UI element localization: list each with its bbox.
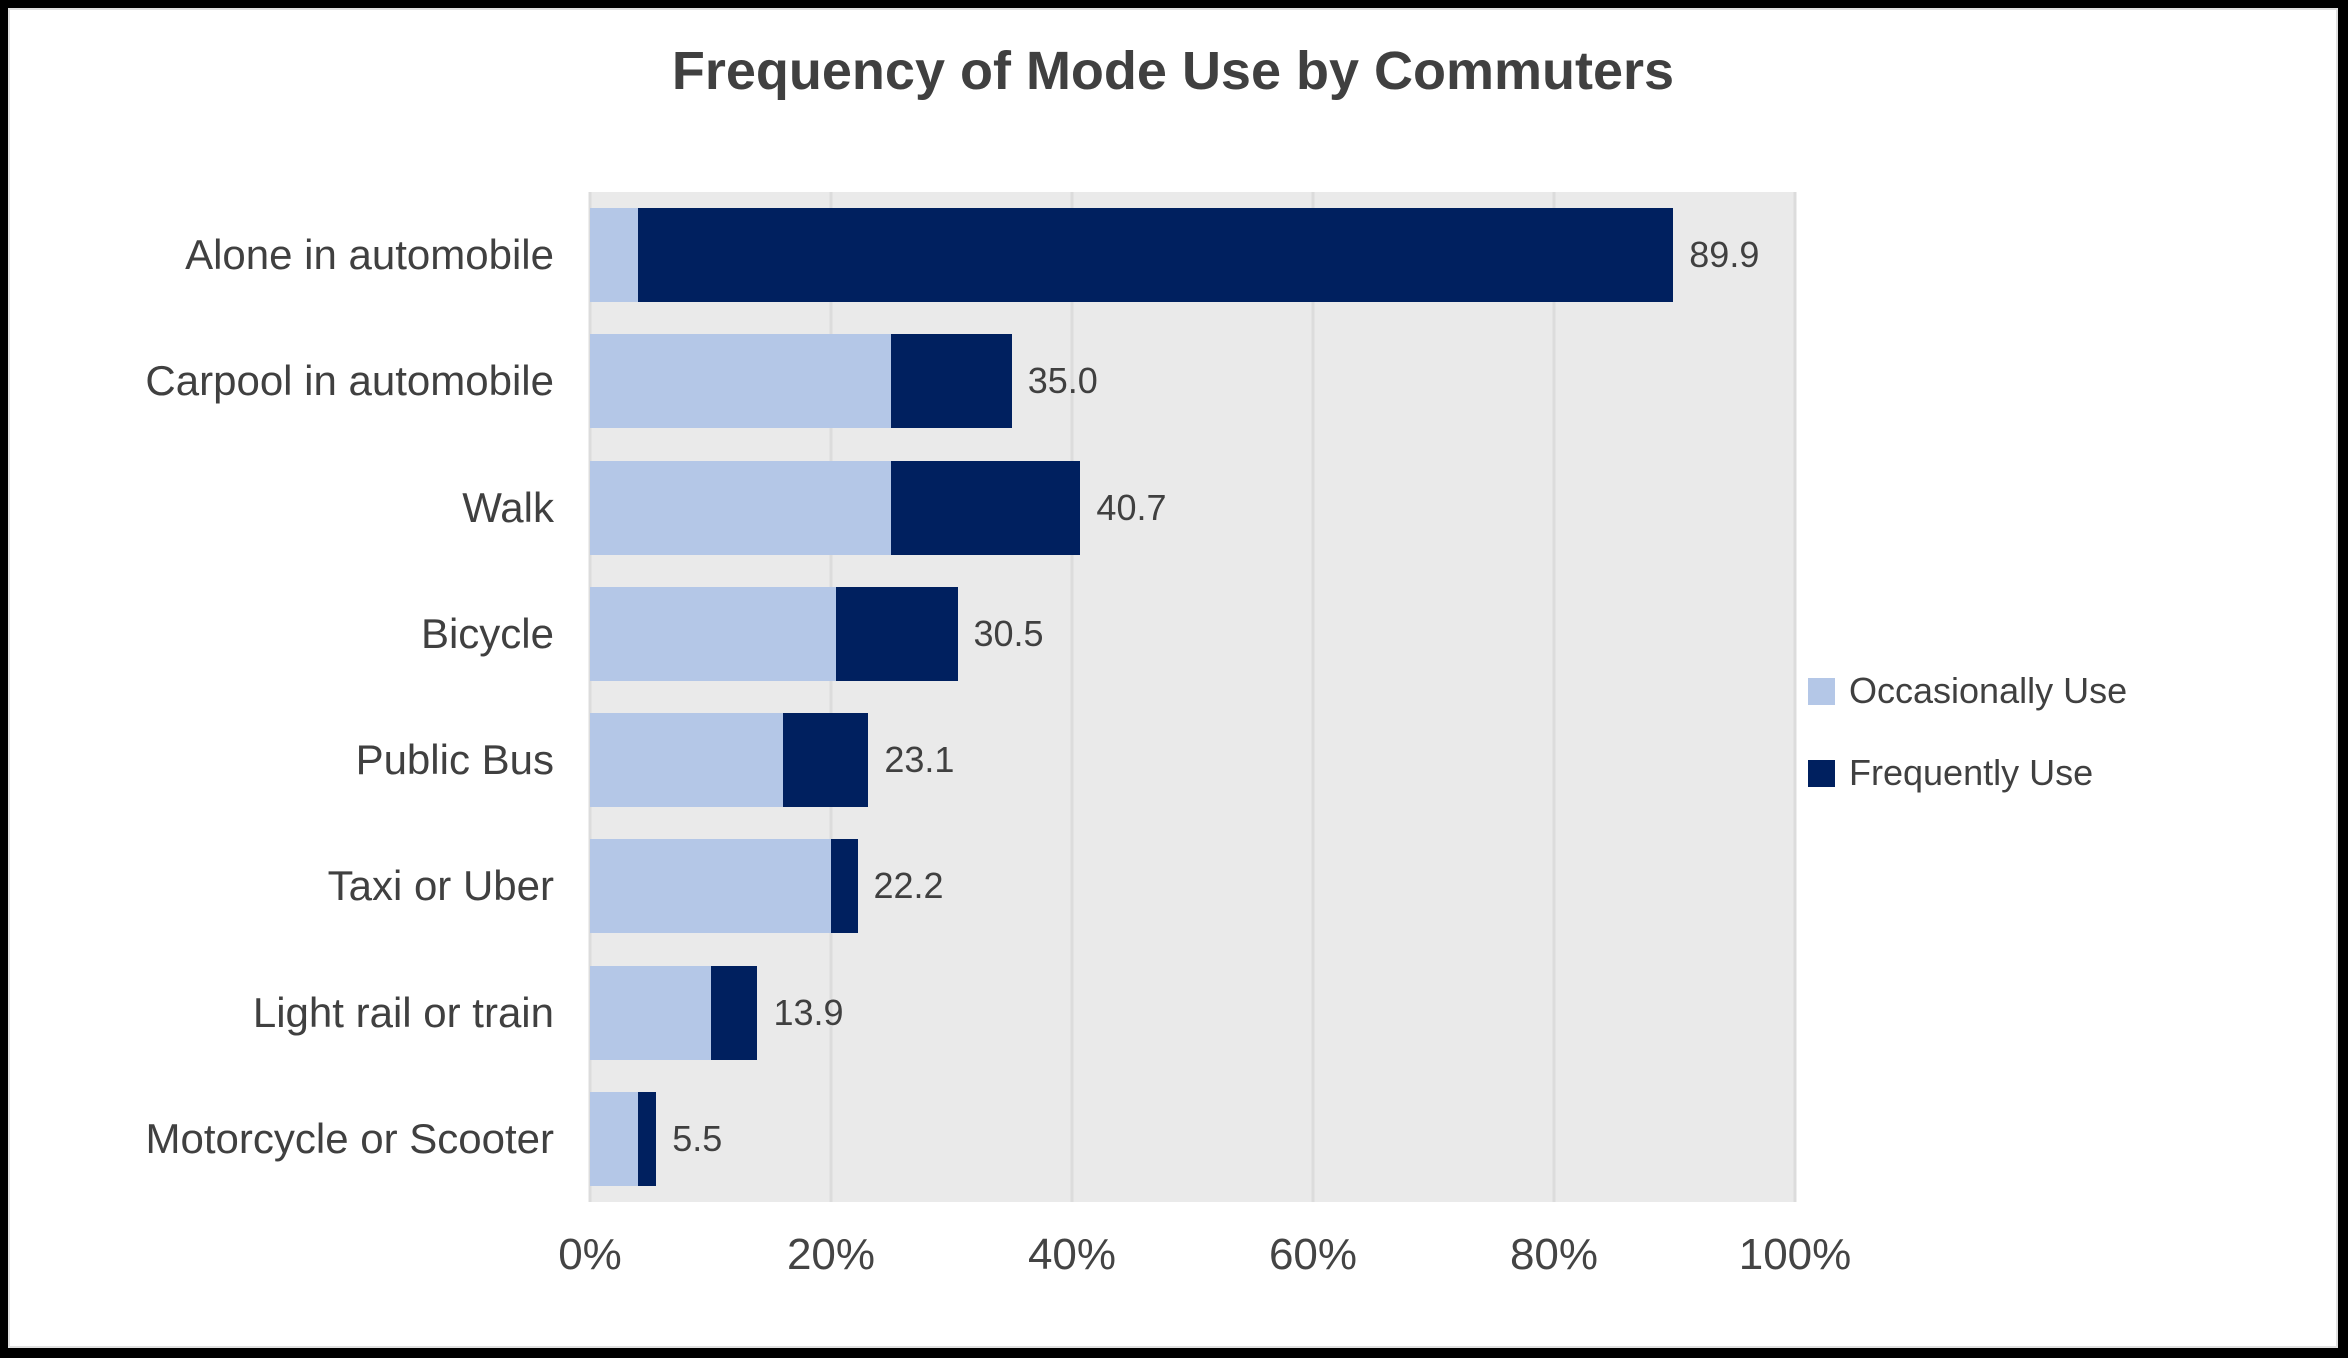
bar-segment-frequently-use [782, 713, 869, 808]
chart-canvas: Frequency of Mode Use by Commuters Alone… [8, 8, 2338, 1348]
legend-item: Frequently Use [1808, 752, 2127, 794]
bar-segment-occasionally-use [590, 460, 892, 555]
bar-segment-frequently-use [710, 965, 758, 1060]
category-label: Motorcycle or Scooter [145, 1114, 554, 1162]
gridline [1793, 192, 1797, 1202]
bar-row: 30.5 [590, 571, 1795, 697]
bar-segment-occasionally-use [590, 334, 892, 429]
value-label: 22.2 [873, 865, 944, 907]
stacked-bar [590, 460, 1795, 555]
chart-title: Frequency of Mode Use by Commuters [671, 41, 1675, 101]
category-label: Light rail or train [252, 988, 554, 1036]
gridline [1552, 192, 1556, 1202]
stacked-bar [590, 713, 1795, 808]
bar-segment-frequently-use [831, 839, 858, 934]
legend-label: Occasionally Use [1849, 670, 2128, 711]
gridline [1070, 192, 1074, 1202]
value-label: 13.9 [773, 991, 844, 1033]
stacked-bar [590, 334, 1795, 429]
bar-segment-occasionally-use [590, 208, 639, 303]
value-label: 30.5 [973, 612, 1044, 654]
bar-segment-occasionally-use [590, 839, 831, 934]
bar-segment-occasionally-use [590, 1091, 639, 1186]
value-label: 35.0 [1027, 360, 1098, 402]
bar-row: 22.2 [590, 823, 1795, 949]
stacked-bar [590, 839, 1795, 934]
x-axis-tick-label: 0% [558, 1230, 622, 1279]
plot-area: 89.9 35.0 40.7 30.5 23.1 22.2 13.9 5.5 [588, 192, 1797, 1202]
bar-segment-frequently-use [638, 1091, 657, 1186]
gridline [829, 192, 833, 1202]
category-label: Alone in automobile [185, 231, 554, 279]
bar-row: 23.1 [590, 697, 1795, 823]
gridline [1311, 192, 1315, 1202]
x-axis-tick-label: 40% [1027, 1230, 1117, 1279]
stacked-bar [590, 965, 1795, 1060]
stacked-bar [590, 1091, 1795, 1186]
bar-row: 40.7 [590, 445, 1795, 571]
category-label: Walk [462, 483, 554, 531]
bar-segment-frequently-use [891, 334, 1012, 429]
stacked-bar [590, 586, 1795, 681]
bar-row: 35.0 [590, 318, 1795, 444]
legend-item: Occasionally Use [1808, 670, 2127, 712]
x-axis-tick-label: 60% [1268, 1230, 1358, 1279]
bar-segment-occasionally-use [590, 713, 783, 808]
x-axis-tick-label: 20% [786, 1230, 876, 1279]
x-axis-tick-label: 80% [1509, 1230, 1599, 1279]
bar-segment-frequently-use [891, 460, 1081, 555]
category-label: Public Bus [355, 736, 554, 784]
bar-row: 89.9 [590, 192, 1795, 318]
value-label: 5.5 [672, 1117, 723, 1159]
stacked-bar [590, 208, 1795, 303]
legend-swatch-occasionally [1808, 677, 1835, 705]
legend-label: Frequently Use [1849, 752, 2094, 793]
value-label: 89.9 [1689, 234, 1760, 276]
legend-swatch-frequently [1808, 759, 1835, 787]
x-axis-tick-label: 100% [1738, 1230, 1852, 1279]
bar-segment-frequently-use [835, 586, 958, 681]
bar-row: 5.5 [590, 1076, 1795, 1202]
category-label: Taxi or Uber [327, 862, 554, 910]
value-label: 23.1 [884, 739, 955, 781]
gridline [588, 192, 592, 1202]
x-axis: 0% 20% 40% 60% 80% 100% [558, 1202, 1851, 1302]
value-label: 40.7 [1096, 486, 1167, 528]
category-axis: Alone in automobile Carpool in automobile… [20, 192, 572, 1202]
legend: Occasionally Use Frequently Use [1808, 670, 2127, 794]
category-label: Bicycle [420, 609, 554, 657]
bar-segment-frequently-use [638, 208, 1674, 303]
bar-row: 13.9 [590, 950, 1795, 1076]
category-label: Carpool in automobile [145, 357, 554, 405]
bar-segment-occasionally-use [590, 965, 711, 1060]
bar-segment-occasionally-use [590, 586, 836, 681]
